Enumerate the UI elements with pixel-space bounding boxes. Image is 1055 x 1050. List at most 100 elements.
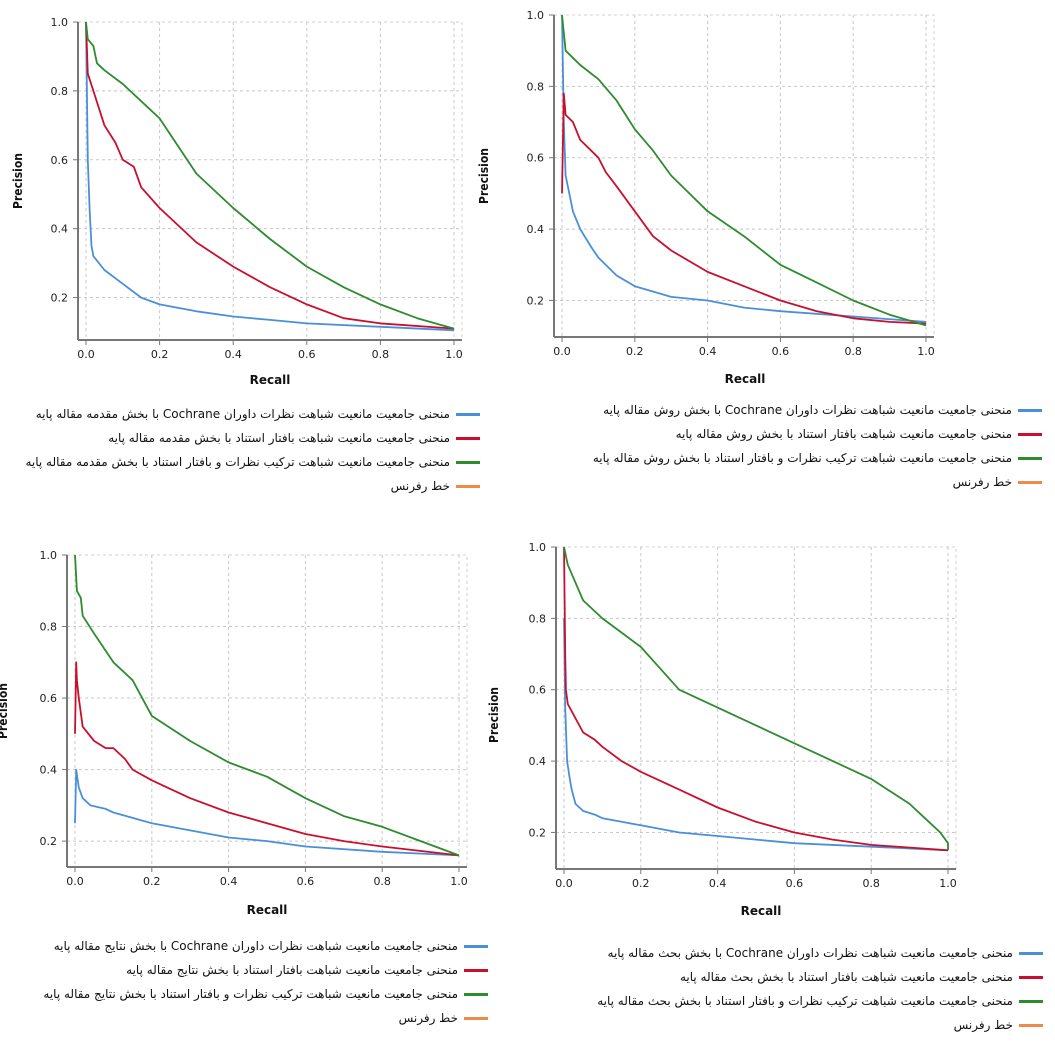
- y-tick-label: 0.6: [51, 154, 69, 167]
- series-line: [85, 21, 455, 330]
- legend-label: خط رفرنس: [398, 1011, 458, 1025]
- x-tick-label: 0.0: [77, 348, 95, 361]
- legend-swatch: [1018, 457, 1042, 460]
- legend-swatch: [1018, 409, 1042, 412]
- legend-item: منحنی جامعیت مانعیت شباهت نظرات داوران C…: [597, 941, 1043, 965]
- y-axis-label: Precision: [487, 687, 501, 743]
- plot-background: [67, 555, 467, 867]
- legend-item: منحنی جامعیت مانعیت شباهت ترکیب نظرات و …: [25, 450, 480, 474]
- legend-item: منحنی جامعیت مانعیت شباهت ترکیب نظرات و …: [593, 446, 1042, 470]
- x-tick-label: 0.4: [699, 345, 717, 358]
- legend-item: خط رفرنس: [43, 1006, 488, 1030]
- legend-swatch: [1018, 481, 1042, 484]
- x-tick-label: 1.0: [917, 345, 935, 358]
- x-tick-label: 0.8: [372, 348, 390, 361]
- legend-swatch: [1019, 1000, 1043, 1003]
- legend-item: خط رفرنس: [597, 1013, 1043, 1037]
- series-line: [74, 661, 460, 857]
- legend-swatch: [464, 993, 488, 996]
- x-tick-label: 0.4: [220, 875, 238, 888]
- y-tick-label: 1.0: [529, 541, 547, 554]
- legend-swatch: [456, 413, 480, 416]
- plot-area: 0.0 0.2 0.4 0.6 0.8 1.0 0.2 0.4 0.6 0.8 1.0: [527, 9, 935, 358]
- y-tick-label: 1.0: [527, 9, 545, 22]
- legend-swatch: [1018, 433, 1042, 436]
- legend-label: منحنی جامعیت مانعیت شباهت ترکیب نظرات و …: [597, 994, 1013, 1008]
- series-line: [563, 546, 949, 851]
- legend-method: منحنی جامعیت مانعیت شباهت نظرات داوران C…: [593, 398, 1042, 494]
- legend-item: منحنی جامعیت مانعیت شباهت نظرات داوران C…: [25, 402, 480, 426]
- series-line: [563, 618, 949, 852]
- legend-item: خط رفرنس: [25, 474, 480, 498]
- y-tick-label: 0.2: [40, 835, 58, 848]
- series-line: [561, 92, 927, 325]
- legend-swatch: [464, 1017, 488, 1020]
- legend-item: منحنی جامعیت مانعیت شباهت ترکیب نظرات و …: [43, 982, 488, 1006]
- legend-label: منحنی جامعیت مانعیت شباهت نظرات داوران C…: [35, 407, 450, 421]
- y-tick-label: 0.4: [40, 764, 58, 777]
- legend-label: منحنی جامعیت مانعیت شباهت ترکیب نظرات و …: [43, 987, 458, 1001]
- legend-item: منحنی جامعیت مانعیت شباهت نظرات داوران C…: [43, 934, 488, 958]
- legend-label: منحنی جامعیت مانعیت شباهت بافتار استناد …: [675, 427, 1012, 441]
- y-tick-label: 0.6: [40, 692, 58, 705]
- plot-area: 0.0 0.2 0.4 0.6 0.8 1.0 0.2 0.4 0.6 0.8 1.0: [529, 541, 957, 890]
- series-line: [563, 546, 949, 852]
- y-tick-label: 0.4: [527, 223, 545, 236]
- legend-swatch: [1019, 976, 1043, 979]
- legend-label: خط رفرنس: [953, 1018, 1013, 1032]
- legend-results: منحنی جامعیت مانعیت شباهت نظرات داوران C…: [43, 934, 488, 1030]
- x-tick-label: 0.8: [844, 345, 862, 358]
- chart-intro: 0.0 0.2 0.4 0.6 0.8 1.0 0.2 0.4 0.6 0.8 1.0 Recall…: [11, 16, 463, 385]
- x-tick-label: 1.0: [450, 875, 468, 888]
- y-tick-label: 0.4: [529, 755, 547, 768]
- legend-swatch: [456, 437, 480, 440]
- x-tick-label: 0.2: [143, 875, 161, 888]
- series-line: [85, 21, 455, 332]
- legend-swatch: [456, 461, 480, 464]
- legend-swatch: [464, 969, 488, 972]
- legend-label: منحنی جامعیت مانعیت شباهت نظرات داوران C…: [607, 946, 1013, 960]
- y-tick-label: 0.6: [529, 684, 547, 697]
- x-axis-label: Recall: [741, 904, 782, 918]
- y-tick-label: 1.0: [51, 16, 69, 29]
- y-tick-label: 0.8: [51, 85, 69, 98]
- series-line: [561, 14, 927, 323]
- x-tick-label: 0.6: [772, 345, 790, 358]
- x-tick-label: 0.8: [373, 875, 391, 888]
- x-tick-label: 1.0: [939, 877, 957, 890]
- legend-item: منحنی جامعیت مانعیت شباهت نظرات داوران C…: [593, 398, 1042, 422]
- legend-label: منحنی جامعیت مانعیت شباهت بافتار استناد …: [108, 431, 450, 445]
- x-tick-label: 0.6: [786, 877, 804, 890]
- legend-label: منحنی جامعیت مانعیت شباهت نظرات داوران C…: [603, 403, 1012, 417]
- y-tick-label: 1.0: [40, 549, 58, 562]
- y-tick-label: 0.6: [527, 152, 545, 165]
- y-tick-label: 0.8: [40, 621, 58, 634]
- x-tick-label: 0.0: [66, 875, 84, 888]
- legend-item: خط رفرنس: [593, 470, 1042, 494]
- x-axis-label: Recall: [247, 903, 288, 917]
- legend-item: منحنی جامعیت مانعیت شباهت بافتار استناد …: [25, 426, 480, 450]
- plot-area: 0.0 0.2 0.4 0.6 0.8 1.0 0.2 0.4 0.6 0.8 1.0: [40, 549, 468, 888]
- plot-background: [554, 15, 934, 337]
- chart-discussion: 0.0 0.2 0.4 0.6 0.8 1.0 0.2 0.4 0.6 0.8 1.0 Recall…: [487, 541, 957, 918]
- x-axis-label: Recall: [250, 373, 291, 385]
- legend-label: خط رفرنس: [952, 475, 1012, 489]
- y-tick-label: 0.2: [51, 292, 69, 305]
- y-tick-label: 0.2: [529, 826, 547, 839]
- x-tick-label: 0.6: [298, 348, 316, 361]
- y-tick-label: 0.2: [527, 294, 545, 307]
- x-tick-label: 0.4: [709, 877, 727, 890]
- legend-swatch: [1019, 1024, 1043, 1027]
- x-tick-label: 0.2: [632, 877, 650, 890]
- y-tick-label: 0.8: [527, 80, 545, 93]
- x-tick-label: 1.0: [445, 348, 463, 361]
- x-tick-label: 0.0: [555, 877, 573, 890]
- y-axis-label: Precision: [11, 153, 25, 209]
- legend-swatch: [1019, 952, 1043, 955]
- series-line: [561, 14, 927, 327]
- legend-item: منحنی جامعیت مانعیت شباهت بافتار استناد …: [43, 958, 488, 982]
- x-tick-label: 0.2: [151, 348, 169, 361]
- series-line: [74, 554, 460, 857]
- x-tick-label: 0.4: [224, 348, 242, 361]
- legend-discussion: منحنی جامعیت مانعیت شباهت نظرات داوران C…: [597, 941, 1043, 1037]
